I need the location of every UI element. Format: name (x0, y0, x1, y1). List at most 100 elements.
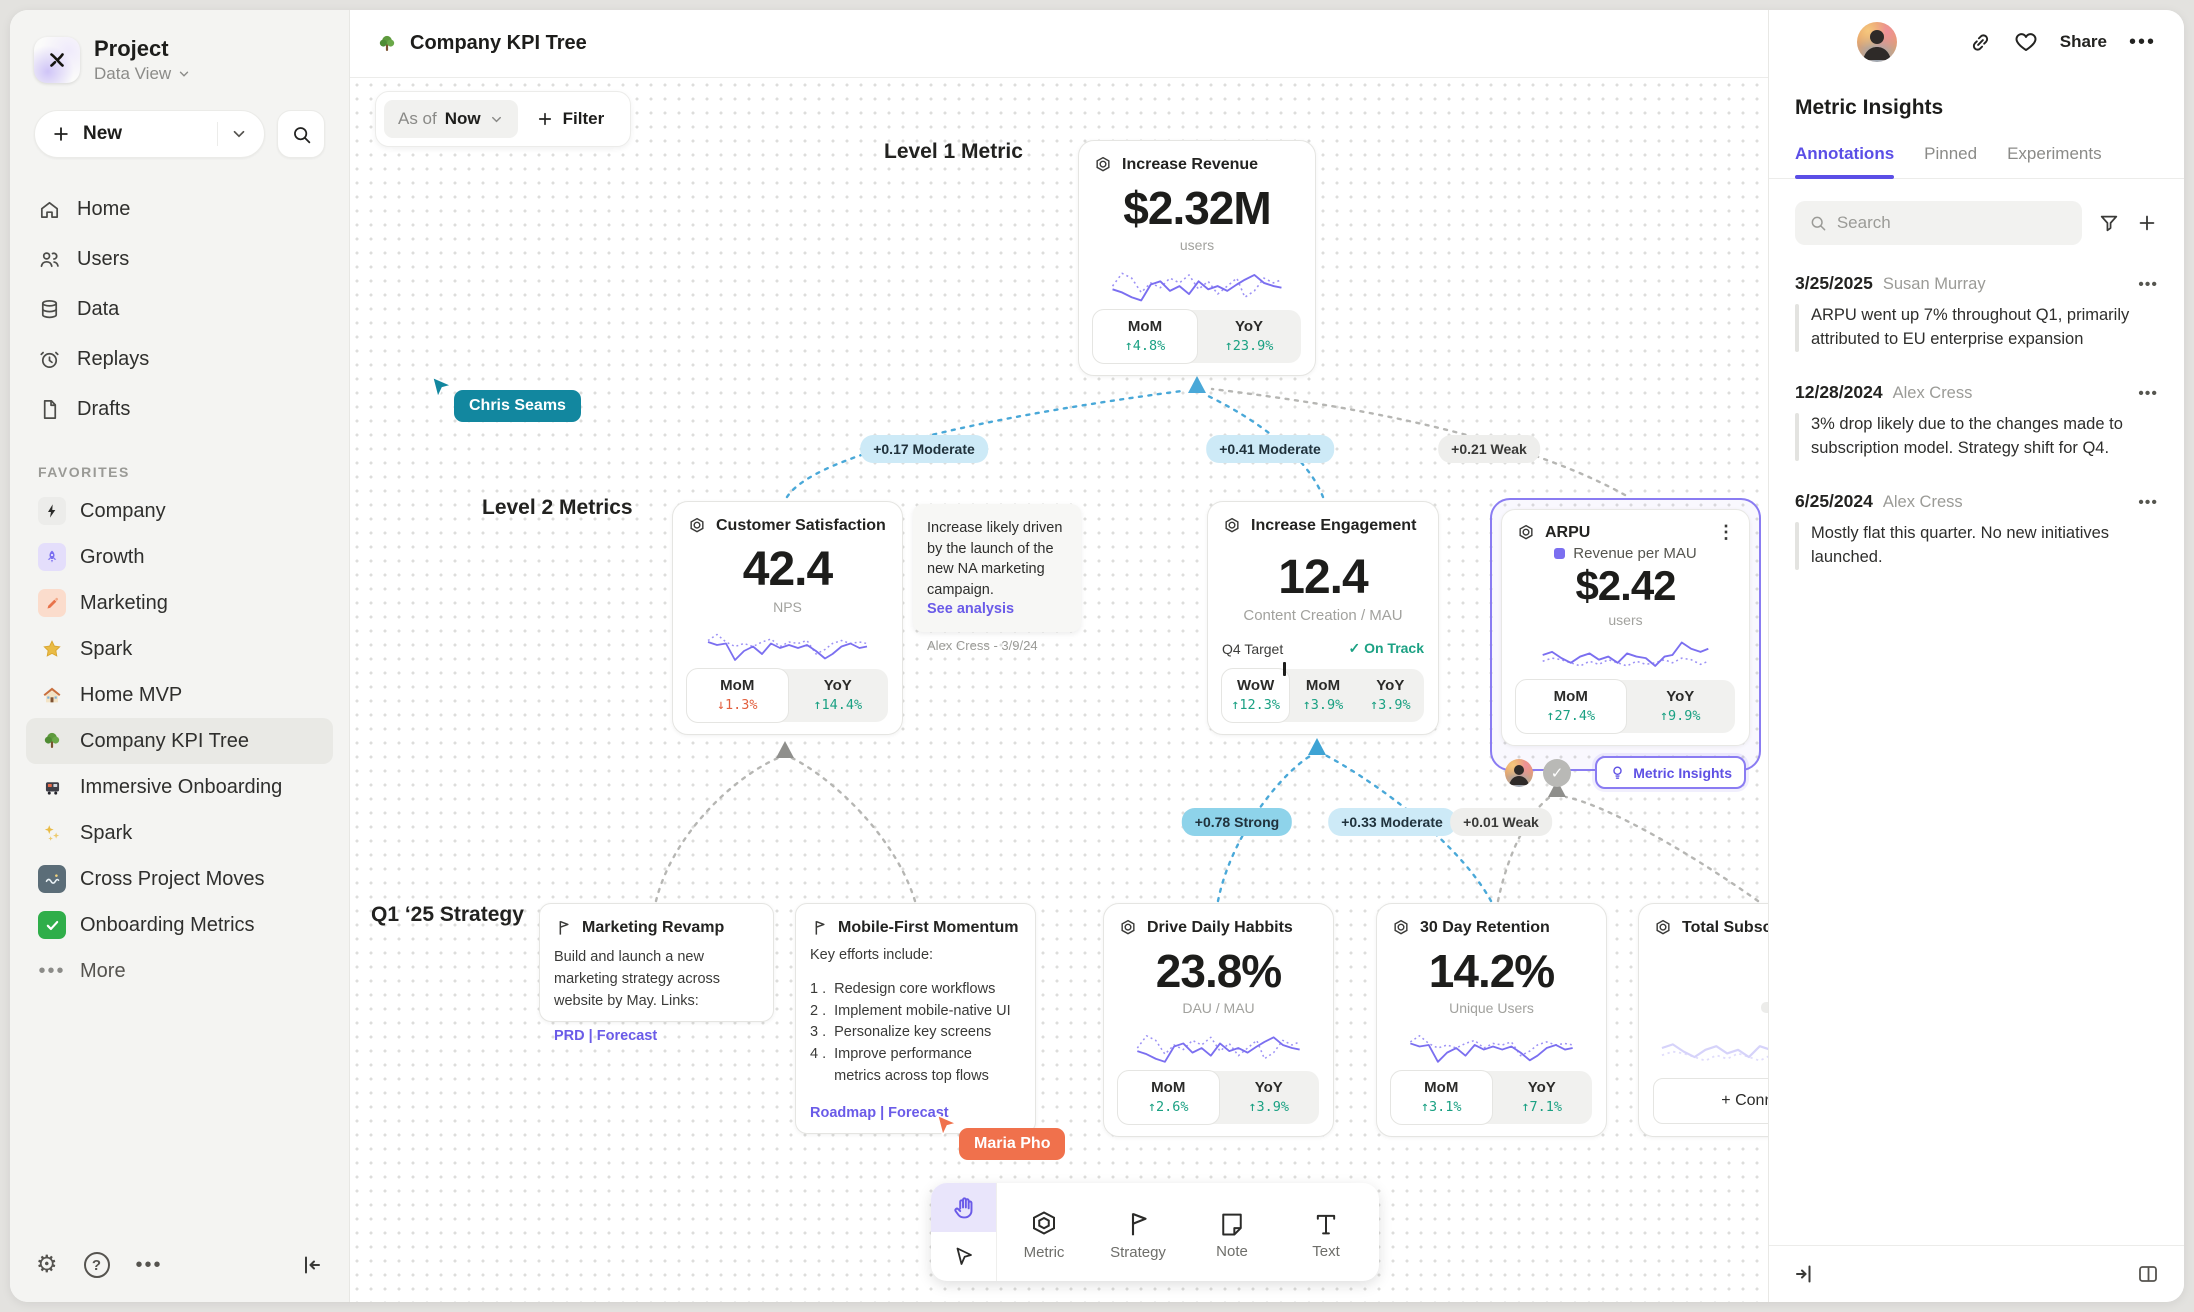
metric-tool-button[interactable]: Metric (997, 1183, 1091, 1281)
pencil-icon (38, 589, 66, 617)
sidebar-item-growth[interactable]: Growth (26, 534, 333, 580)
chevron-down-icon (491, 116, 501, 122)
sidebar-item-replays[interactable]: Replays (26, 334, 333, 384)
collapse-sidebar-icon[interactable] (299, 1253, 323, 1277)
annotation-note-card[interactable]: Increase likely driven by the launch of … (913, 504, 1081, 653)
strategy-card-mobile-first-momentum[interactable]: Mobile-First Momentum Key efforts includ… (795, 903, 1036, 1134)
sidebar-item-more[interactable]: ••• More (26, 948, 333, 994)
metric-card-drive-daily-habbits[interactable]: Drive Daily Habbits 23.8% DAU / MAU MoM ↑… (1103, 903, 1334, 1137)
sidebar-item-users[interactable]: Users (26, 234, 333, 284)
strategy-tool-button[interactable]: Strategy (1091, 1183, 1185, 1281)
sidebar-item-marketing[interactable]: Marketing (26, 580, 333, 626)
add-annotation-icon[interactable] (2136, 212, 2158, 234)
metric-value: 42.4 (742, 543, 833, 596)
share-button[interactable]: Share (2059, 32, 2107, 51)
sidebar-search-button[interactable] (277, 110, 325, 158)
list-item: Personalize key screens (834, 1024, 992, 1041)
sidebar-item-cross-project-moves[interactable]: Cross Project Moves (26, 856, 333, 902)
metric-value: $2.42 (1575, 562, 1676, 609)
tab-experiments[interactable]: Experiments (2007, 144, 2102, 163)
flag-icon (1131, 1213, 1147, 1236)
collaborator-cursor-chris: Chris Seams (430, 376, 581, 422)
metric-unit: users (1179, 237, 1215, 253)
settings-gear-icon[interactable]: ⚙ (36, 1251, 58, 1278)
collaborator-cursor-maria: Maria Pho (935, 1114, 1066, 1160)
see-analysis-link[interactable]: See analysis (927, 601, 1015, 618)
strategy-links[interactable]: Roadmap | Forecast (810, 1105, 949, 1121)
sidebar-item-company-kpi-tree[interactable]: Company KPI Tree (26, 718, 333, 764)
filter-label: Filter (562, 109, 605, 128)
annotation-menu-icon[interactable]: ••• (2138, 493, 2158, 511)
text-tool-button[interactable]: Text (1279, 1183, 1373, 1281)
project-view-switcher[interactable]: Data View (94, 64, 191, 84)
note-tool-button[interactable]: Note (1185, 1183, 1279, 1281)
sidebar-item-spark-2[interactable]: Spark (26, 810, 333, 856)
user-avatar[interactable] (1857, 22, 1897, 62)
kebab-menu-icon[interactable]: ⋮ (1717, 522, 1735, 542)
new-button[interactable]: New (34, 110, 265, 158)
annotations-search[interactable] (1795, 201, 2082, 245)
text-icon (1316, 1214, 1336, 1235)
sidebar-item-spark[interactable]: Spark (26, 626, 333, 672)
kpi-tree-canvas[interactable]: As of Now Filter Level 1 Metric Level 2 … (350, 78, 1768, 1302)
metric-unit: Content Creation / MAU (1243, 607, 1403, 624)
annotation-menu-icon[interactable]: ••• (2138, 384, 2158, 402)
sidebar-item-home-mvp[interactable]: Home MVP (26, 672, 333, 718)
split-view-icon[interactable] (2136, 1262, 2160, 1286)
legend-label: Revenue per MAU (1573, 545, 1697, 562)
sidebar-item-immersive-onboarding[interactable]: Immersive Onboarding (26, 764, 333, 810)
sidebar-item-data[interactable]: Data (26, 284, 333, 334)
metric-card-30-day-retention[interactable]: 30 Day Retention 14.2% Unique Users MoM ↑… (1376, 903, 1607, 1137)
tree-icon (379, 35, 395, 51)
sidebar-item-company[interactable]: Company (26, 488, 333, 534)
metric-hexagon-icon (1096, 156, 1110, 172)
metric-card-total-subscriptions[interactable]: Total Subscriptions + Connect (1638, 903, 1768, 1137)
plus-icon (538, 112, 551, 126)
sidebar-more-icon[interactable]: ••• (135, 1253, 163, 1276)
collapse-panel-icon[interactable] (1793, 1262, 1817, 1286)
level-1-label: Level 1 Metric (884, 140, 1023, 163)
favorite-label: Spark (80, 821, 133, 844)
favorite-label: Growth (80, 545, 145, 568)
select-tool-button[interactable] (931, 1232, 996, 1281)
strategy-card-marketing-revamp[interactable]: Marketing Revamp Build and launch a new … (539, 903, 774, 1044)
metric-card-arpu[interactable]: ARPU ⋮ Revenue per MAU $2.42 users MoM ↑2… (1490, 498, 1761, 789)
project-switcher[interactable]: Project Data View (10, 10, 349, 94)
metric-card-increase-revenue[interactable]: Increase Revenue $2.32M users MoM ↑4.8% Y… (1078, 140, 1316, 376)
metric-card-customer-satisfaction[interactable]: Customer Satisfaction 42.4 NPS MoM ↓1.3% … (672, 501, 903, 735)
search-input[interactable] (1836, 213, 2068, 233)
help-icon[interactable]: ? (83, 1252, 110, 1278)
favorite-label: Home MVP (80, 683, 183, 706)
metric-insights-button[interactable]: Metric Insights (1595, 756, 1746, 789)
filter-button[interactable]: Filter (518, 109, 623, 129)
metric-unit: Unique Users (1449, 1000, 1534, 1016)
tab-annotations[interactable]: Annotations (1795, 144, 1895, 179)
annotation-item[interactable]: 3/25/2025 Susan Murray ••• ARPU went up … (1795, 273, 2158, 352)
filter-funnel-icon[interactable] (2098, 212, 2120, 234)
copy-link-icon[interactable] (1969, 31, 1992, 54)
sparkline-chart (1516, 630, 1735, 680)
more-options-icon[interactable]: ••• (2128, 30, 2156, 53)
card-title: Increase Revenue (1122, 156, 1259, 173)
as-of-dropdown[interactable]: As of Now (384, 100, 518, 138)
annotation-item[interactable]: 12/28/2024 Alex Cress ••• 3% drop likely… (1795, 382, 2158, 461)
favorite-heart-icon[interactable] (2014, 30, 2038, 54)
search-icon (293, 126, 310, 143)
chevron-down-icon[interactable] (230, 125, 248, 143)
arrowhead-up-icon (1548, 780, 1566, 797)
sidebar-item-home[interactable]: Home (26, 184, 333, 234)
annotation-item[interactable]: 6/25/2024 Alex Cress ••• Mostly flat thi… (1795, 491, 2158, 570)
annotation-menu-icon[interactable]: ••• (2138, 276, 2158, 293)
stat-yoy: YoY ↑9.9% (1659, 688, 1701, 724)
card-title: Drive Daily Habbits (1147, 919, 1293, 936)
hand-tool-button[interactable] (931, 1183, 996, 1232)
sidebar-item-drafts[interactable]: Drafts (26, 384, 333, 434)
tab-pinned[interactable]: Pinned (1924, 144, 1978, 163)
favorite-label: Onboarding Metrics (80, 913, 255, 936)
sidebar-item-onboarding-metrics[interactable]: Onboarding Metrics (26, 902, 333, 948)
stats-row: MoM ↑3.1% YoY ↑7.1% (1390, 1070, 1592, 1125)
note-text: Increase likely driven by the launch of … (927, 520, 1063, 598)
metric-card-increase-engagement[interactable]: Increase Engagement 12.4 Content Creatio… (1207, 501, 1439, 735)
connect-button[interactable]: + Connect (1653, 1078, 1768, 1124)
strategy-links[interactable]: PRD | Forecast (554, 1028, 658, 1045)
